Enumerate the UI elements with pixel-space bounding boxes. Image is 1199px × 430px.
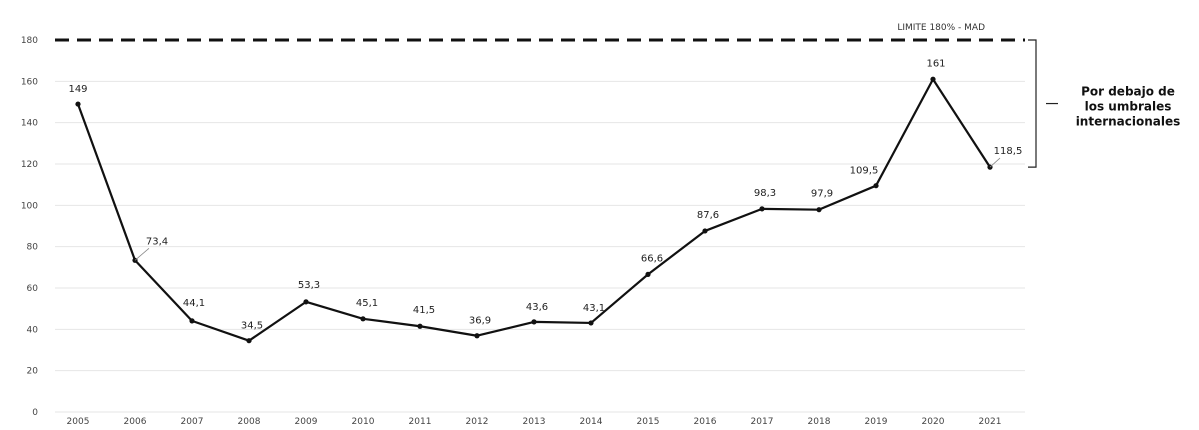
x-tick-label: 2007 <box>181 417 204 427</box>
data-label: 149 <box>68 84 87 95</box>
limit-line-group: LIMITE 180% - MAD <box>55 23 1025 42</box>
data-label: 118,5 <box>994 146 1023 157</box>
data-point <box>645 271 651 277</box>
note-line-1: Por debajo de <box>1081 85 1175 99</box>
x-tick-label: 2009 <box>295 417 318 427</box>
y-tick-label: 120 <box>21 160 38 170</box>
x-tick-label: 2005 <box>67 417 90 427</box>
y-tick-label: 40 <box>27 325 39 335</box>
data-label-leader <box>134 248 150 261</box>
x-tick-label: 2011 <box>409 417 432 427</box>
y-tick-label: 140 <box>21 119 38 129</box>
x-tick-label: 2008 <box>238 417 261 427</box>
data-label-leader <box>989 157 1001 168</box>
grid-lines <box>55 80 1025 413</box>
note-line-2: los umbrales <box>1085 100 1172 114</box>
data-label: 43,6 <box>526 302 548 313</box>
y-tick-label: 160 <box>21 77 38 87</box>
y-axis-ticks: 0 20 40 60 80 100 120 140 160 180 <box>21 36 38 418</box>
data-point <box>189 318 195 324</box>
data-label: 66,6 <box>641 253 663 264</box>
data-point <box>531 319 537 325</box>
data-point <box>816 207 822 213</box>
data-label: 45,1 <box>356 298 378 309</box>
x-tick-label: 2012 <box>466 417 489 427</box>
title-strip-partial <box>120 0 1080 10</box>
data-point <box>417 323 423 329</box>
y-tick-label: 20 <box>27 367 39 377</box>
bracket-annotation: Por debajo de los umbrales internacional… <box>1028 39 1181 168</box>
data-point <box>360 316 366 322</box>
y-tick-label: 100 <box>21 201 38 211</box>
x-tick-label: 2015 <box>637 417 660 427</box>
y-tick-label: 0 <box>32 408 38 418</box>
data-point <box>873 183 879 189</box>
data-label: 43,1 <box>583 303 605 314</box>
data-label: 97,9 <box>811 189 833 200</box>
data-label: 161 <box>926 58 945 69</box>
x-tick-label: 2018 <box>808 417 831 427</box>
data-label: 109,5 <box>850 166 879 177</box>
x-tick-label: 2017 <box>751 417 774 427</box>
data-label: 34,5 <box>241 321 263 332</box>
y-tick-label: 80 <box>27 243 39 253</box>
data-label: 41,5 <box>413 305 435 316</box>
data-label: 98,3 <box>754 188 776 199</box>
data-label: 53,3 <box>298 280 320 291</box>
x-tick-label: 2010 <box>352 417 375 427</box>
data-point <box>474 333 480 339</box>
x-tick-label: 2020 <box>922 417 945 427</box>
data-point <box>930 76 936 82</box>
y-tick-label: 180 <box>21 36 38 46</box>
series-line-group: 149 73,4 44,1 34,5 53,3 45,1 41,5 36,9 43,6 43,1 6… <box>68 58 1023 344</box>
data-point <box>75 101 81 107</box>
x-tick-label: 2014 <box>580 417 603 427</box>
data-point <box>246 338 252 344</box>
x-tick-label: 2006 <box>124 417 147 427</box>
limit-label: LIMITE 180% - MAD <box>897 23 985 33</box>
data-point <box>303 299 309 305</box>
data-label: 73,4 <box>146 236 168 247</box>
data-point <box>702 228 708 234</box>
y-tick-label: 60 <box>27 284 39 294</box>
x-axis-ticks: 2005 2006 2007 2008 2009 2010 2011 2012 2013 2014… <box>67 417 1002 427</box>
data-point <box>588 320 594 326</box>
note-line-3: internacionales <box>1076 115 1181 129</box>
x-tick-label: 2013 <box>523 417 546 427</box>
data-label: 36,9 <box>469 316 491 327</box>
bracket-path <box>1028 39 1037 168</box>
data-label: 87,6 <box>697 210 719 221</box>
x-tick-label: 2019 <box>865 417 888 427</box>
x-tick-label: 2016 <box>694 417 717 427</box>
x-tick-label: 2021 <box>979 417 1002 427</box>
data-point <box>759 206 765 212</box>
data-label: 44,1 <box>183 298 205 309</box>
